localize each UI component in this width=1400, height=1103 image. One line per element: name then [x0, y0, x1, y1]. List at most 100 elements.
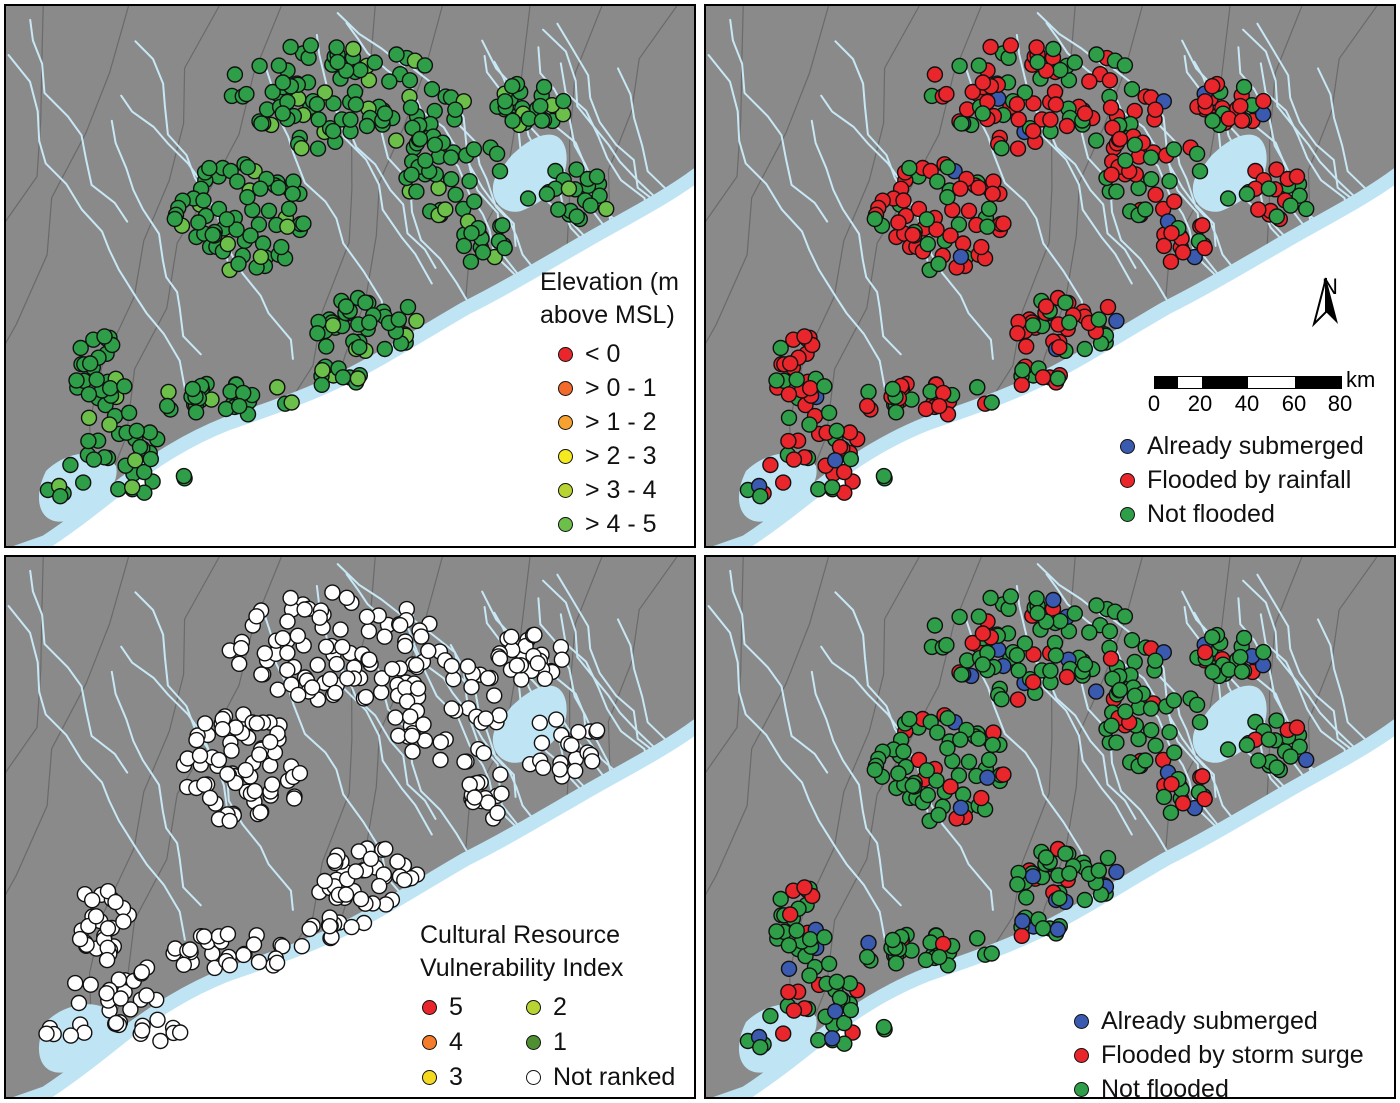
- site-marker: [780, 386, 798, 403]
- site-marker: [953, 666, 970, 683]
- site-marker: [248, 608, 265, 625]
- site-marker: [371, 877, 388, 895]
- river: [29, 569, 129, 774]
- site-marker: [293, 938, 311, 955]
- site-marker: [1147, 101, 1164, 118]
- site-marker: [939, 158, 956, 176]
- site-marker: [1232, 97, 1249, 115]
- site-marker: [475, 744, 492, 762]
- legend-swatch: [558, 347, 573, 362]
- site-marker: [1288, 168, 1306, 185]
- gulf-of-mexico: [17, 169, 694, 546]
- site-marker: [1250, 201, 1267, 218]
- site-marker: [973, 238, 990, 256]
- site-marker: [1137, 201, 1154, 218]
- scale-tick: 60: [1281, 391, 1307, 416]
- site-marker: [1298, 751, 1315, 769]
- site-marker: [196, 715, 214, 732]
- vulnerability-legend-item-4: 4: [422, 1030, 526, 1055]
- site-marker: [550, 201, 567, 218]
- site-markers: [739, 588, 1315, 1056]
- site-marker: [1108, 863, 1125, 881]
- site-marker: [401, 72, 419, 89]
- site-marker: [158, 397, 176, 415]
- site-marker: [1034, 369, 1052, 386]
- site-marker: [939, 709, 956, 727]
- site-marker: [309, 140, 327, 157]
- river: [810, 119, 902, 356]
- site-marker: [85, 451, 103, 468]
- site-marker: [1013, 927, 1030, 944]
- site-marker: [87, 908, 105, 925]
- site-marker: [398, 693, 416, 710]
- legend-swatch: [526, 1035, 541, 1050]
- site-marker: [781, 355, 799, 372]
- site-marker: [455, 237, 473, 255]
- site-marker: [268, 954, 286, 971]
- site-marker: [329, 53, 346, 71]
- site-marker: [71, 930, 89, 948]
- county-line: [6, 6, 130, 344]
- site-marker: [1155, 788, 1173, 806]
- site-marker: [68, 372, 85, 389]
- site-marker: [188, 731, 205, 749]
- site-marker: [98, 951, 116, 969]
- river: [110, 670, 202, 907]
- site-marker: [230, 255, 247, 273]
- site-marker: [381, 73, 398, 90]
- site-marker: [895, 743, 912, 760]
- site-marker: [404, 743, 421, 760]
- site-marker: [284, 185, 301, 203]
- site-marker: [252, 804, 269, 821]
- site-marker: [1018, 889, 1035, 906]
- elevation-legend-title-line1: Elevation (m: [540, 268, 679, 296]
- elevation-legend: Elevation (m above MSL) < 0 > 0 - 1 > 1 …: [540, 268, 679, 547]
- site-marker: [437, 201, 454, 218]
- site-marker: [493, 785, 510, 802]
- site-marker: [919, 786, 937, 804]
- site-marker: [890, 765, 907, 782]
- site-marker: [408, 183, 425, 200]
- site-marker: [447, 101, 464, 118]
- site-marker: [1111, 681, 1129, 699]
- site-marker: [432, 733, 449, 751]
- site-marker: [1088, 46, 1105, 63]
- site-marker: [895, 192, 912, 209]
- site-marker: [274, 629, 291, 647]
- site-marker: [917, 951, 935, 969]
- site-marker: [238, 85, 255, 103]
- site-marker: [76, 1024, 93, 1041]
- legend-swatch: [558, 449, 573, 464]
- site-marker: [274, 74, 292, 91]
- site-marker: [219, 925, 237, 943]
- legend-label: Not ranked: [553, 1063, 676, 1091]
- site-marker: [230, 397, 248, 415]
- county-line: [706, 6, 830, 344]
- site-marker: [334, 369, 352, 386]
- site-marker: [337, 298, 355, 315]
- site-marker: [128, 422, 146, 439]
- site-marker: [970, 608, 988, 625]
- site-marker: [343, 918, 360, 936]
- site-marker: [389, 853, 406, 870]
- site-marker: [318, 338, 335, 355]
- site-marker: [376, 628, 393, 645]
- site-marker: [404, 119, 421, 137]
- site-marker: [1002, 588, 1019, 605]
- site-marker: [1057, 294, 1074, 311]
- legend-label: Already submerged: [1101, 1007, 1318, 1035]
- site-marker: [101, 416, 118, 433]
- site-marker: [362, 850, 380, 867]
- site-marker: [459, 658, 477, 675]
- site-marker: [1162, 253, 1180, 270]
- site-marker: [942, 778, 959, 795]
- site-marker: [1025, 122, 1042, 140]
- surge-legend-item-not-flooded: Not flooded: [1074, 1077, 1364, 1097]
- site-marker: [426, 136, 444, 154]
- site-marker: [1162, 804, 1180, 821]
- site-marker: [420, 642, 437, 660]
- site-marker: [237, 761, 254, 779]
- site-marker: [752, 488, 769, 505]
- site-marker: [432, 751, 449, 769]
